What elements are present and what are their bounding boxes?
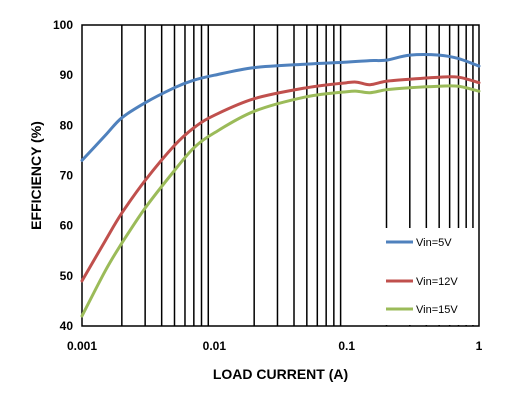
legend-label: Vin=15V <box>416 304 458 316</box>
y-tick-label: 60 <box>60 219 74 233</box>
series-line-2 <box>80 75 481 283</box>
y-tick-label: 90 <box>60 68 74 82</box>
series-line-1 <box>80 53 481 162</box>
y-tick-label: 100 <box>53 18 73 32</box>
chart-legend: Vin=5V Vin=12V Vin=15V <box>380 228 478 325</box>
y-tick-label: 50 <box>60 269 74 283</box>
y-tick-label: 40 <box>60 319 74 333</box>
y-axis-title: EFFICIENCY (%) <box>28 121 44 230</box>
y-tick-label: 80 <box>60 118 74 132</box>
legend-label: Vin=5V <box>416 237 452 249</box>
series-lines <box>80 53 481 318</box>
x-tick-label: 0.1 <box>338 339 355 353</box>
x-tick-label: 0.001 <box>67 339 97 353</box>
legend-label: Vin=12V <box>416 276 458 288</box>
y-axis-ticks: 40 50 60 70 80 90 100 <box>53 18 73 333</box>
series-line-3 <box>80 84 481 318</box>
x-axis-ticks: 0.001 0.01 0.1 1 <box>67 339 483 353</box>
x-tick-label: 1 <box>476 339 483 353</box>
x-axis-title: LOAD CURRENT (A) <box>213 366 348 382</box>
plot-area-frame <box>81 24 480 327</box>
y-tick-label: 70 <box>60 169 74 183</box>
x-tick-label: 0.01 <box>203 339 227 353</box>
